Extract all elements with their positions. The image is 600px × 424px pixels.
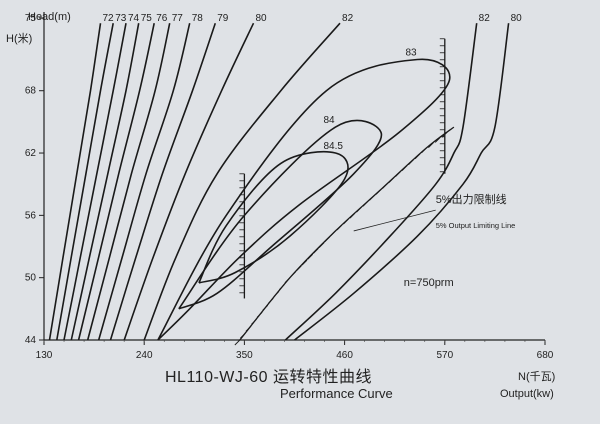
contour-line — [86, 23, 171, 341]
limit-hatch — [296, 265, 302, 272]
limit-hatch — [343, 218, 349, 225]
contour-label: 84.5 — [323, 141, 343, 152]
contour-line — [48, 23, 102, 341]
limit-hatch — [395, 171, 401, 177]
contour-label: 78 — [192, 13, 204, 24]
limit-hatch — [284, 277, 291, 283]
limit-hatch — [273, 291, 280, 297]
x-tick-label: 680 — [537, 350, 554, 361]
x-tick-label: 240 — [136, 350, 153, 361]
contour-line — [157, 58, 451, 341]
x-tick-label: 350 — [236, 350, 253, 361]
limit-hatch — [362, 200, 369, 207]
limit-hatch — [290, 271, 296, 278]
limit-hatch — [251, 318, 257, 325]
chart-title: HL110-WJ-60 运转特性曲线 — [165, 368, 372, 386]
y-tick-label: 50 — [25, 273, 37, 284]
y-tick-label: 75 — [25, 13, 37, 24]
y-tick-label: 62 — [25, 148, 37, 159]
limit-hatch — [388, 177, 395, 183]
limit-hatch — [318, 242, 325, 248]
limit-hatch — [307, 253, 314, 260]
contour-line — [109, 22, 217, 341]
contour-line — [63, 23, 127, 341]
limit-hatch — [434, 137, 441, 143]
contour-line — [123, 22, 255, 341]
contour-label: 77 — [172, 13, 184, 24]
limit-label-cn: 5%出力限制线 — [436, 192, 507, 206]
limit-hatch — [330, 230, 336, 237]
contour-label: 82 — [479, 13, 491, 24]
y-tick-label: 56 — [25, 210, 37, 221]
x-axis-label-en: Output(kw) — [500, 388, 554, 400]
contour-label: 74 — [128, 13, 140, 24]
y-axis-label-en: Head(m) — [28, 11, 71, 23]
limit-leader-line — [353, 209, 436, 232]
limit-hatch — [375, 189, 382, 195]
limit-hatch — [336, 224, 343, 231]
limit-hatch — [414, 153, 421, 160]
contour-line — [294, 23, 510, 341]
contour-line — [284, 23, 478, 341]
limit-hatch — [245, 325, 252, 332]
contour-label: 83 — [405, 48, 417, 59]
contour-line — [70, 23, 140, 341]
x-tick-label: 570 — [436, 350, 453, 361]
limit-hatch — [349, 212, 356, 219]
limit-hatch — [301, 259, 308, 266]
contour-label: 76 — [156, 13, 168, 24]
contour-label: 80 — [511, 13, 523, 24]
contour-label: 79 — [217, 13, 229, 24]
contour-line — [77, 23, 155, 341]
limit-hatch — [382, 183, 388, 189]
axes: 130 240 350 460 570 680445056626875Head(m)H(米… — [6, 11, 555, 400]
limit-hatch — [267, 298, 274, 304]
limit-label-en: 5% Output Limiting Line — [436, 221, 516, 230]
contour-line — [56, 23, 114, 341]
x-tick-label: 130 — [36, 350, 53, 361]
contour-line — [198, 151, 349, 284]
contour-label: 82 — [342, 13, 354, 24]
contour-line — [97, 23, 191, 341]
contour-line — [143, 22, 341, 341]
limit-hatch — [369, 195, 375, 201]
limit-hatch — [421, 147, 427, 154]
x-axis-label-cn: N(千瓦) — [518, 370, 555, 383]
contour-label: 80 — [256, 13, 268, 24]
contour-label: 73 — [115, 13, 127, 24]
y-tick-label: 68 — [25, 86, 37, 97]
y-axis-label-cn: H(米) — [6, 32, 32, 45]
contour-label: 84 — [323, 115, 335, 126]
plot-area: 72 73 74 75 76 77 78 79 80 82 83 84 84.5 82 80 — [48, 13, 523, 346]
limit-hatch — [240, 332, 246, 339]
speed-annotation: n=750prm — [404, 277, 454, 289]
contour-label: 72 — [102, 13, 114, 24]
limit-hatch — [279, 284, 285, 290]
limit-hatch — [356, 206, 362, 213]
limit-hatch — [256, 311, 263, 318]
limit-hatch — [408, 159, 414, 166]
limit-hatch — [313, 248, 319, 254]
x-tick-label: 460 — [336, 350, 353, 361]
limit-hatch — [234, 339, 241, 346]
chart-subtitle: Performance Curve — [280, 386, 393, 401]
limit-hatch — [401, 165, 408, 171]
limit-hatch — [262, 305, 268, 311]
limit-hatch — [324, 236, 331, 243]
y-tick-label: 44 — [25, 335, 37, 346]
limit-hatch — [428, 142, 434, 148]
contour-label: 75 — [141, 13, 153, 24]
